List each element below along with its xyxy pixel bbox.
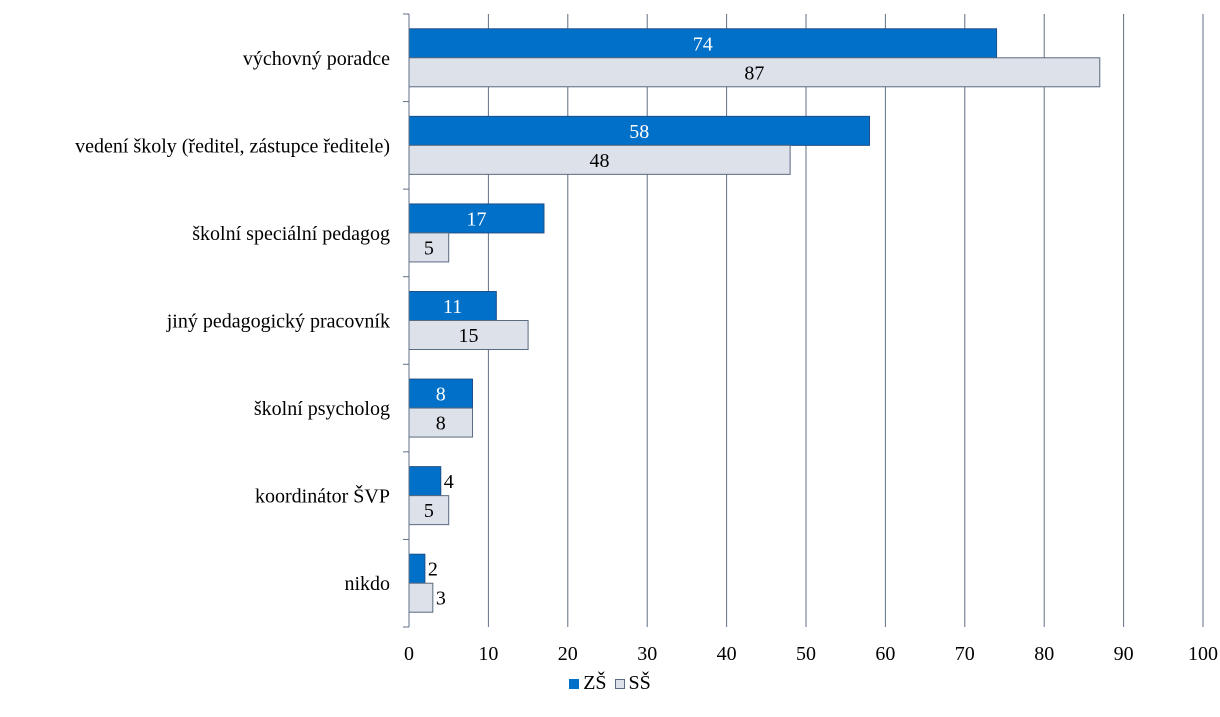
data-label-ss: 48 (590, 150, 610, 172)
bar-zs (408, 291, 497, 321)
axes: 0 10 20 30 40 50 60 70 80 90 100 (403, 13, 1218, 665)
category-label: jiný pedagogický pracovník (166, 311, 390, 333)
data-label-zs: 58 (629, 121, 649, 143)
category-label: vedení školy (ředitel, zástupce ředitele… (75, 135, 390, 157)
data-label-zs: 74 (693, 33, 713, 55)
x-tick-label: 50 (796, 643, 816, 665)
category-label: koordinátor ŠVP (255, 484, 390, 508)
data-label-zs: 4 (444, 471, 454, 493)
labels: výchovný poradce 74 87 vedení školy (ředite… (75, 33, 764, 609)
data-label-ss: 15 (459, 325, 479, 347)
bar-ss (408, 495, 450, 526)
x-tick-label: 80 (1034, 643, 1054, 665)
x-tick-label: 0 (404, 643, 414, 665)
gridlines (487, 14, 1204, 627)
bar-ss (408, 582, 434, 613)
legend-swatch-zs (569, 678, 580, 689)
x-tick-label: 90 (1114, 643, 1134, 665)
legend-label-ss: SŠ (628, 672, 651, 694)
bars (408, 28, 1101, 613)
data-label-ss: 87 (744, 62, 764, 84)
legend-swatch-ss (614, 678, 625, 689)
data-label-zs: 17 (466, 208, 486, 230)
category-label: výchovný poradce (243, 48, 390, 70)
bar-zs (408, 378, 474, 409)
x-tick-label: 60 (875, 643, 895, 665)
data-label-zs: 2 (428, 559, 438, 581)
bar-zs (408, 466, 442, 497)
bar-zs (408, 553, 426, 584)
category-label: nikdo (344, 573, 390, 595)
legend-label-zs: ZŠ (583, 672, 607, 694)
x-tick-label: 10 (478, 643, 498, 665)
data-label-zs: 11 (443, 296, 462, 318)
data-label-ss: 8 (436, 413, 446, 435)
data-label-ss: 5 (424, 237, 434, 259)
data-label-ss: 5 (424, 500, 434, 522)
x-tick-label: 20 (558, 643, 578, 665)
bar-ss (408, 320, 529, 350)
x-tick-label: 100 (1188, 643, 1218, 665)
category-label: školní speciální pedagog (192, 223, 390, 245)
legend-item-zs: ZŠ (569, 672, 607, 695)
data-label-zs: 8 (436, 384, 446, 406)
x-tick-label: 30 (637, 643, 657, 665)
legend: ZŠ SŠ (0, 672, 1220, 695)
legend-item-ss: SŠ (614, 672, 651, 695)
data-label-ss: 3 (436, 588, 446, 610)
bar-zs (408, 28, 998, 59)
category-label: školní psycholog (254, 398, 390, 420)
x-tick-label: 40 (717, 643, 737, 665)
x-tick-label: 70 (955, 643, 975, 665)
